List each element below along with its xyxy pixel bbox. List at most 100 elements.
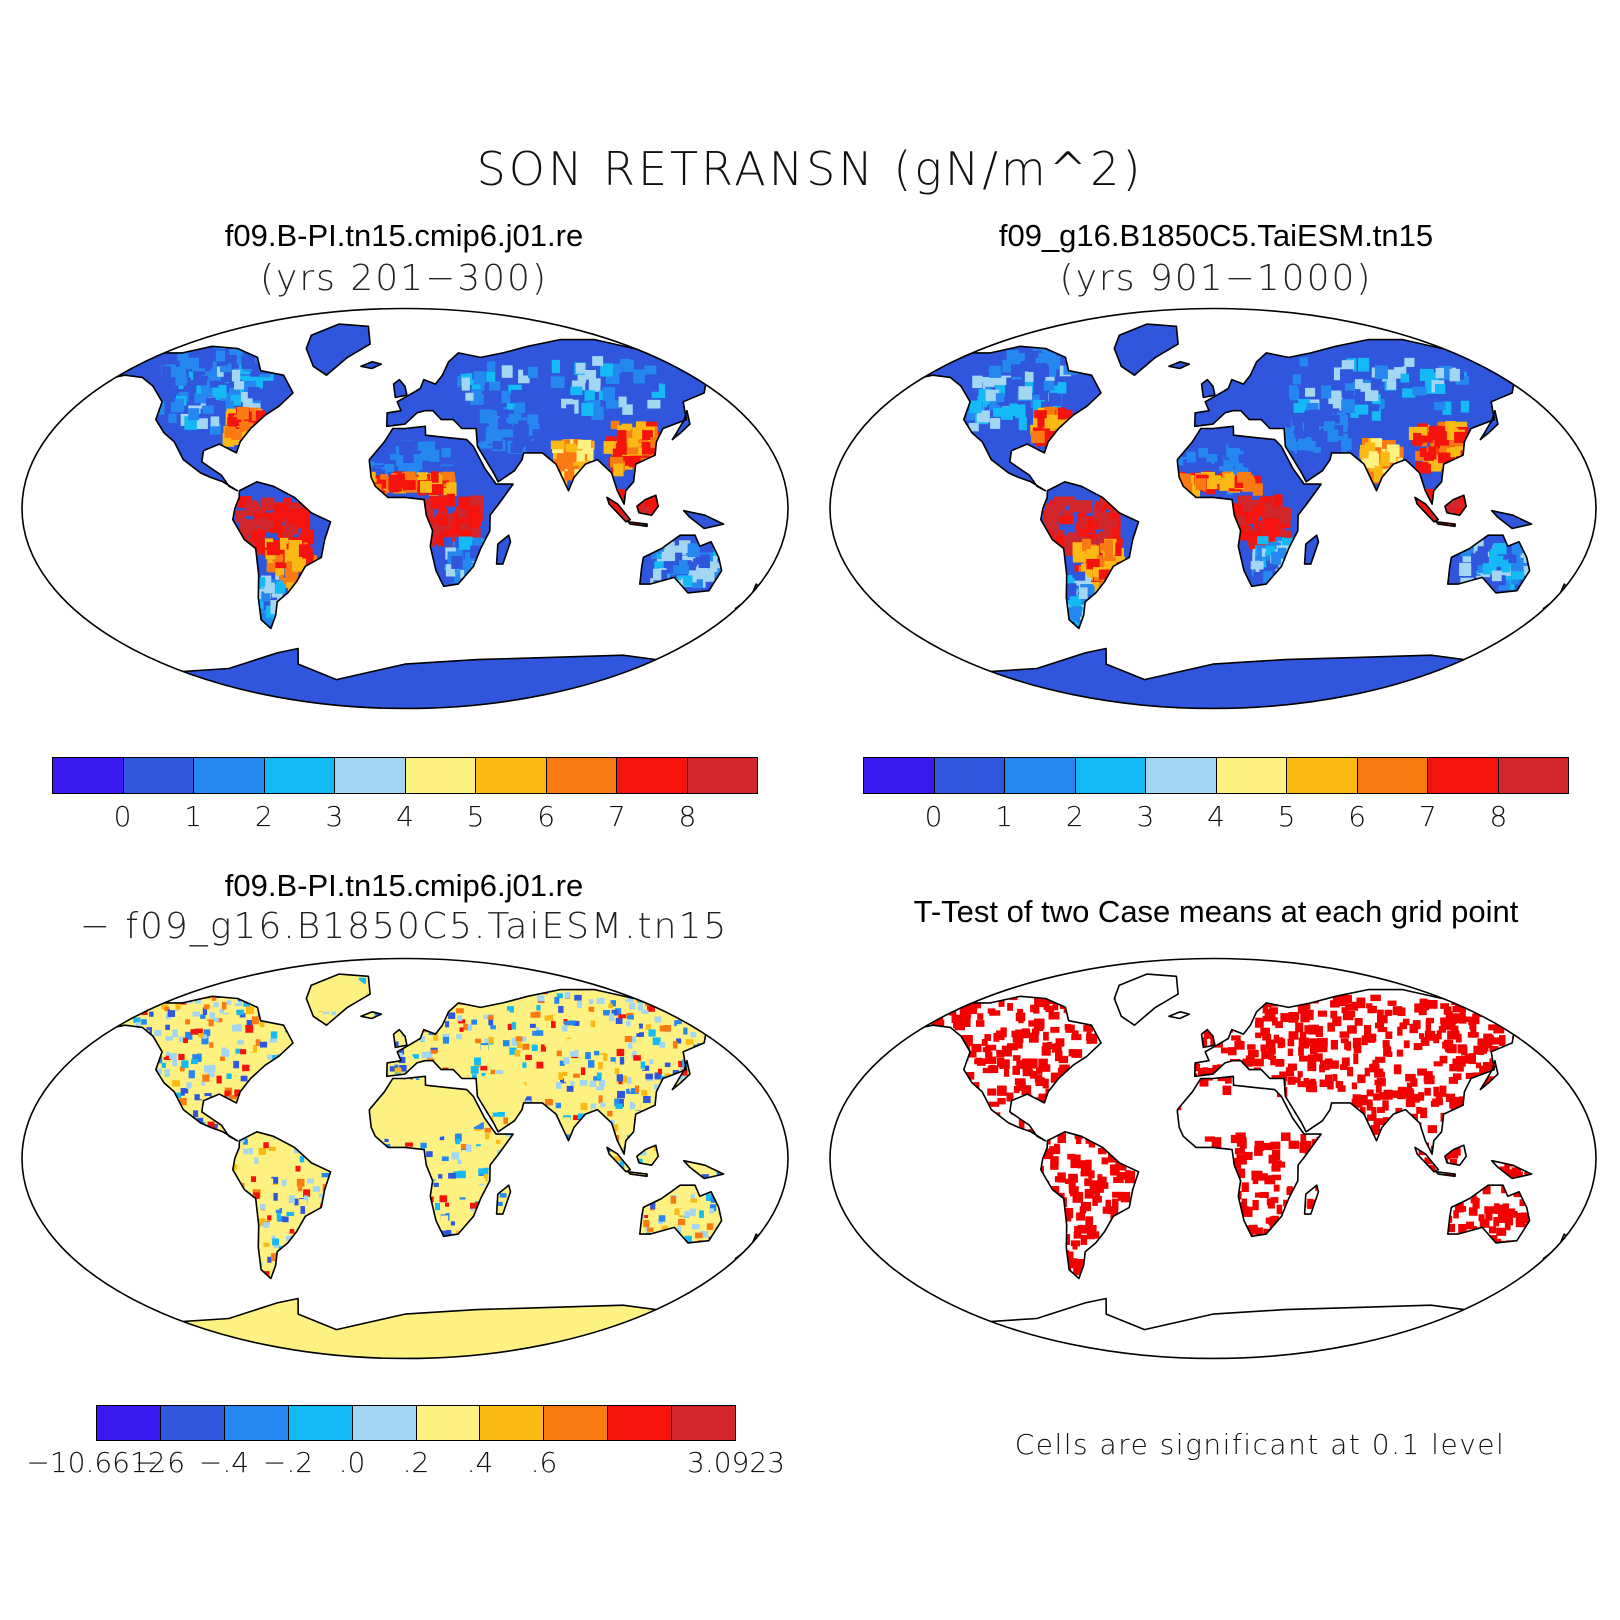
map-grid-cell	[383, 1023, 390, 1032]
map-grid-cell	[356, 1074, 365, 1082]
map-grid-cell	[294, 1271, 303, 1278]
map-grid-cell	[654, 1084, 661, 1090]
map-grid-cell	[755, 1226, 760, 1232]
map-grid-cell	[708, 1100, 717, 1107]
map-grid-cell	[570, 1185, 578, 1191]
map-grid-cell	[584, 1256, 589, 1264]
map-grid-cell	[580, 1067, 586, 1076]
map-grid-cell	[1283, 439, 1295, 449]
map-grid-cell	[508, 1162, 515, 1170]
map-grid-cell	[420, 480, 432, 493]
map-grid-cell	[630, 1185, 637, 1191]
map-grid-cell	[582, 471, 597, 483]
ttest-title: T-Test of two Case means at each grid po…	[913, 894, 1519, 929]
map-grid-cell	[497, 409, 509, 418]
map-grid-cell	[501, 365, 513, 378]
map-grid-cell	[1173, 440, 1184, 450]
map-grid-cell	[126, 1070, 131, 1078]
map-grid-cell	[245, 1228, 251, 1234]
map-grid-cell	[767, 1157, 771, 1165]
map-grid-cell	[147, 1061, 154, 1067]
map-grid-cell	[1104, 561, 1117, 570]
map-grid-cell	[1045, 518, 1056, 530]
map-grid-cell	[84, 1257, 90, 1265]
map-grid-cell	[416, 998, 421, 1005]
map-grid-cell	[742, 1236, 748, 1245]
map-grid-cell	[86, 1075, 93, 1082]
map-grid-cell	[490, 1025, 496, 1030]
map-grid-cell	[1147, 1047, 1157, 1058]
map-grid-cell	[649, 989, 655, 997]
map-grid-cell	[544, 1189, 553, 1195]
map-grid-cell	[1109, 542, 1122, 557]
map-grid-cell	[743, 1137, 750, 1145]
map-grid-cell	[632, 1270, 638, 1276]
map-grid-cell	[640, 1257, 647, 1265]
map-grid-cell	[663, 512, 674, 524]
map-grid-cell	[726, 1241, 732, 1246]
map-grid-cell	[731, 1223, 736, 1228]
map-grid-cell	[496, 1139, 501, 1144]
map-grid-cell	[621, 1075, 628, 1083]
map-grid-cell	[528, 1158, 535, 1165]
map-grid-cell	[550, 1007, 556, 1013]
map-grid-cell	[973, 1209, 981, 1216]
map-grid-cell	[616, 430, 627, 444]
map-grid-cell	[749, 1091, 757, 1097]
map-grid-cell	[148, 1110, 154, 1119]
map-grid-cell	[986, 359, 997, 370]
map-grid-cell	[294, 980, 301, 988]
map-grid-cell	[309, 1009, 318, 1018]
map-grid-cell	[332, 1111, 340, 1117]
map-grid-cell	[559, 1078, 567, 1084]
map-grid-cell	[387, 1019, 395, 1026]
map-grid-cell	[668, 1240, 676, 1245]
map-grid-cell	[319, 1234, 328, 1239]
map-grid-cell	[245, 1206, 252, 1215]
map-grid-cell	[84, 1079, 90, 1088]
map-grid-cell	[1453, 394, 1462, 405]
map-grid-cell	[92, 1160, 99, 1166]
map-grid-cell	[564, 1166, 572, 1172]
map-grid-cell	[1018, 386, 1033, 400]
map-grid-cell	[251, 427, 262, 441]
map-grid-cell	[1261, 507, 1274, 521]
map-grid-cell	[626, 443, 639, 455]
map-grid-cell	[253, 424, 266, 435]
map-grid-cell	[678, 979, 683, 987]
map-grid-cell	[541, 1253, 549, 1259]
map-grid-cell	[664, 1062, 671, 1068]
map-grid-cell	[664, 515, 674, 527]
map-grid-cell	[239, 338, 250, 351]
map-grid-cell	[1333, 367, 1345, 381]
map-grid-cell	[352, 1015, 357, 1021]
map-grid-cell	[441, 465, 455, 474]
map-grid-cell	[64, 1272, 72, 1279]
map-grid-cell	[365, 1002, 370, 1011]
map-grid-cell	[247, 1187, 253, 1193]
map-grid-cell	[108, 1040, 117, 1047]
map-grid-cell	[108, 1196, 115, 1203]
map-grid-cell	[741, 1169, 748, 1175]
map-grid-cell	[142, 1213, 148, 1218]
map-grid-cell	[1078, 594, 1089, 605]
map-grid-cell	[126, 1032, 132, 1040]
map-grid-cell	[531, 1044, 538, 1052]
map-grid-cell	[278, 546, 288, 558]
map-grid-cell	[155, 1068, 162, 1075]
map-grid-cell	[130, 1091, 138, 1099]
map-grid-cell	[356, 1083, 361, 1091]
map-grid-cell	[455, 1138, 461, 1145]
map-grid-cell	[93, 992, 102, 1000]
map-grid-cell	[111, 1150, 117, 1158]
map-grid-cell	[514, 1185, 520, 1191]
map-grid-cell	[312, 1219, 319, 1227]
map-grid-cell	[1294, 423, 1303, 438]
map-grid-cell	[755, 1198, 760, 1204]
map-grid-cell	[506, 1279, 514, 1287]
map-grid-cell	[711, 1258, 718, 1267]
map-grid-cell	[187, 1130, 193, 1136]
map-grid-cell	[639, 1038, 645, 1045]
map-grid-cell	[60, 1231, 66, 1237]
map-grid-cell	[71, 1220, 76, 1224]
